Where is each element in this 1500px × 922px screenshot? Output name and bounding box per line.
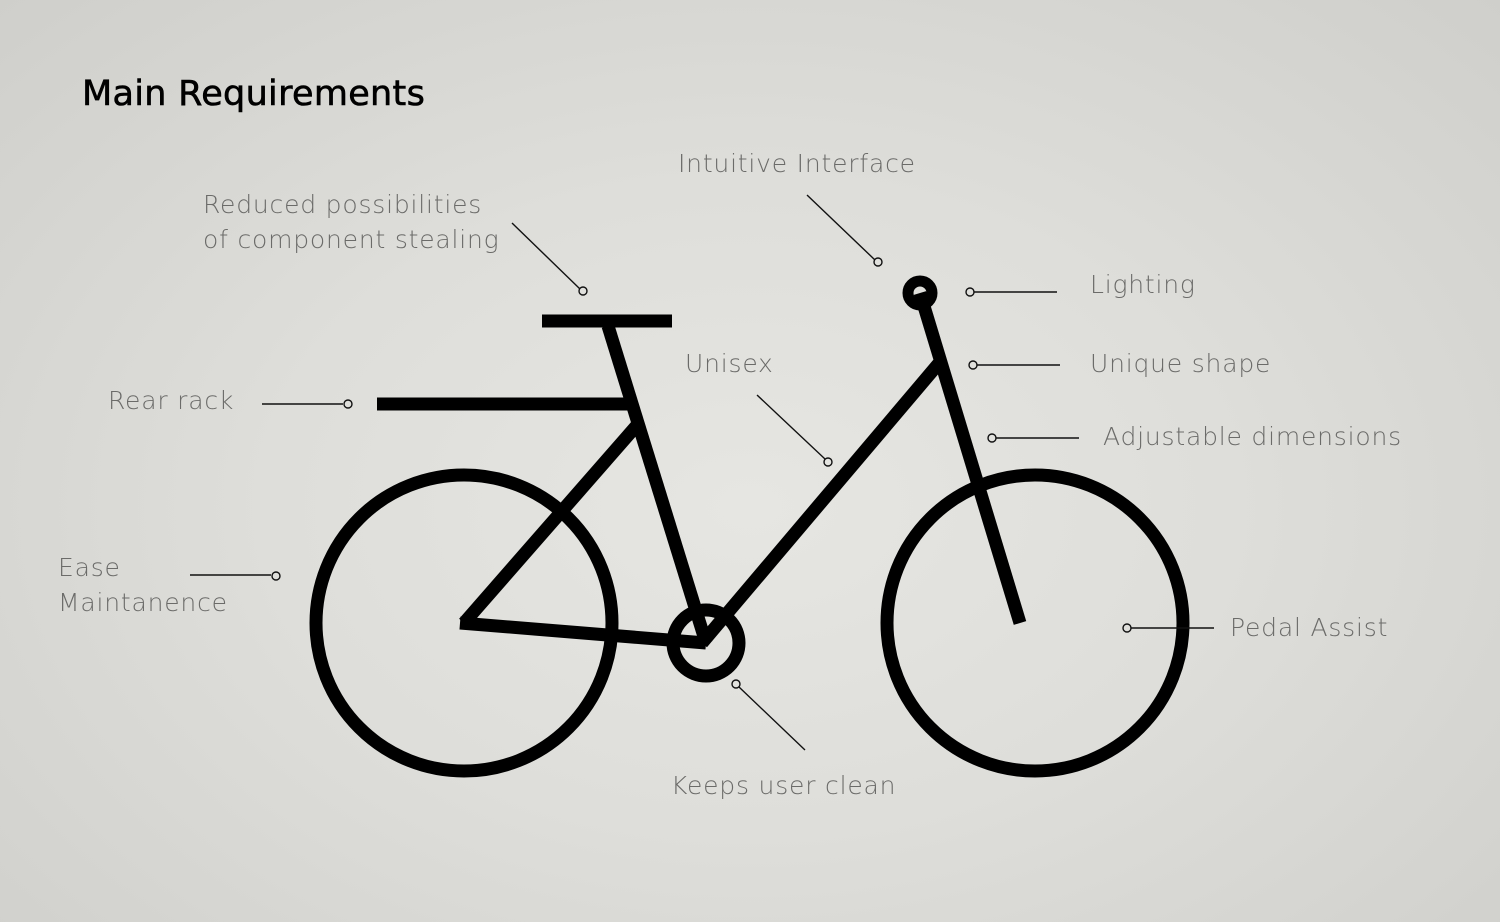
leader-maintenance-dot	[271, 571, 281, 581]
leader-interface-dot	[873, 257, 883, 267]
leader-lines	[190, 194, 1214, 751]
leader-clean	[738, 686, 806, 751]
label-keeps-clean: Keeps user clean	[671, 771, 897, 800]
rear-wheel	[309, 468, 619, 778]
label-stealing-line-2: of component stealing	[203, 225, 500, 254]
leader-pedal-dot	[1122, 623, 1132, 633]
fork-head-tube	[913, 291, 1027, 625]
leader-interface	[806, 194, 876, 261]
leader-adjustable-dot	[987, 433, 997, 443]
label-pedal-assist: Pedal Assist	[1230, 613, 1389, 642]
leader-unisex-dot	[823, 457, 833, 467]
bicycle	[309, 275, 1190, 778]
label-maintenance-line-2: Maintanence	[58, 588, 228, 617]
leader-clean-dot	[731, 679, 741, 689]
label-maintenance-line-1: Ease	[58, 553, 121, 582]
label-unisex: Unisex	[685, 349, 774, 378]
leader-stealing	[511, 222, 581, 290]
label-rear-rack: Rear rack	[108, 386, 235, 415]
page-title: Main Requirements	[82, 74, 426, 115]
seat-stay	[459, 419, 643, 628]
seat-tube	[601, 324, 713, 645]
label-stealing-line-1: Reduced possibilities	[203, 190, 483, 219]
leader-unisex	[756, 394, 826, 460]
down-tube	[697, 357, 945, 648]
leader-lighting-dot	[965, 287, 975, 297]
leader-rear-rack-dot	[343, 399, 353, 409]
chain-stay	[459, 616, 707, 650]
label-unique-shape: Unique shape	[1090, 349, 1272, 378]
front-wheel	[880, 468, 1190, 778]
headlight	[902, 275, 938, 311]
label-interface: Intuitive Interface	[678, 149, 916, 178]
leader-stealing-dot	[578, 286, 588, 296]
label-maintenance: Ease Maintanence	[58, 550, 228, 620]
label-adjustable: Adjustable dimensions	[1103, 422, 1402, 451]
leader-unique-dot	[968, 360, 978, 370]
label-stealing: Reduced possibilities of component steal…	[203, 187, 500, 257]
label-lighting: Lighting	[1090, 270, 1196, 299]
